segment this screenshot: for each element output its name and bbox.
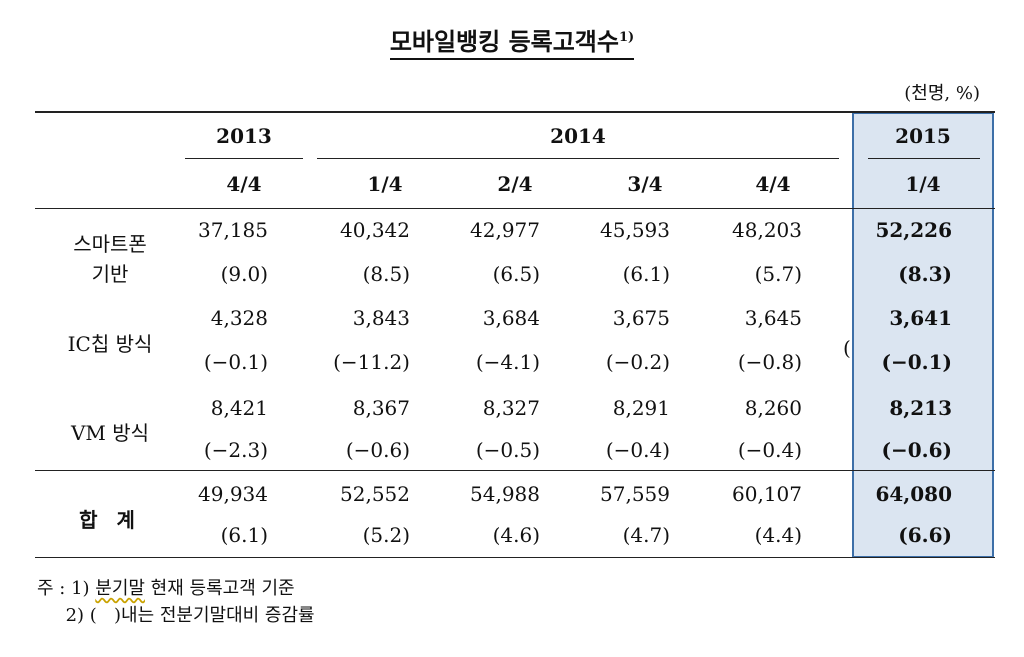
table-cell: (5.2) bbox=[362, 523, 410, 547]
table-cell: 3,641 bbox=[889, 306, 952, 330]
row-label-smartphone-line1: 스마트폰 bbox=[73, 232, 147, 256]
year-2015-underline bbox=[868, 158, 980, 159]
title-footnote-mark: 1) bbox=[618, 30, 635, 45]
total-top-rule bbox=[35, 470, 995, 471]
year-2014: 2014 bbox=[550, 124, 606, 148]
table-cell: 8,213 bbox=[889, 396, 952, 420]
table-cell: 64,080 bbox=[875, 482, 952, 506]
table-cell: 45,593 bbox=[600, 218, 670, 242]
table-cell: 8,291 bbox=[612, 396, 670, 420]
table-cell: (−0.2) bbox=[605, 350, 670, 374]
table-cell: (−0.4) bbox=[737, 438, 802, 462]
footnote-1-prefix: 주 : 1) bbox=[37, 578, 96, 599]
table-cell: (6.6) bbox=[898, 523, 952, 547]
table-cell: (4.7) bbox=[622, 523, 670, 547]
table-cell: 57,559 bbox=[600, 482, 670, 506]
unit-label: (천명, %) bbox=[904, 83, 980, 104]
table-cell: (−0.8) bbox=[737, 350, 802, 374]
title-text: 모바일뱅킹 등록고객수 bbox=[389, 27, 619, 56]
quarter-2014-4: 4/4 bbox=[755, 172, 791, 196]
table-cell: 4,328 bbox=[210, 306, 268, 330]
table-cell: (−0.4) bbox=[605, 438, 670, 462]
year-2014-underline bbox=[317, 158, 839, 159]
table-cell: 8,327 bbox=[482, 396, 540, 420]
quarter-2014-1: 1/4 bbox=[367, 172, 403, 196]
highlight-2015-column bbox=[852, 112, 994, 558]
table-cell: (−2.3) bbox=[203, 438, 268, 462]
table-cell: 52,226 bbox=[875, 218, 952, 242]
table-cell: (8.3) bbox=[898, 262, 952, 286]
table-cell: 3,675 bbox=[612, 306, 670, 330]
table-cell: (−4.1) bbox=[475, 350, 540, 374]
row-label-ic-chip: IC칩 방식 bbox=[67, 332, 153, 356]
footnote-1-rest: 현재 등록고객 기준 bbox=[144, 578, 295, 599]
table-cell: 37,185 bbox=[198, 218, 268, 242]
stray-parenthesis: ( bbox=[843, 336, 851, 360]
row-label-smartphone: 스마트폰 기반 bbox=[35, 229, 185, 289]
quarter-2014-2: 2/4 bbox=[497, 172, 533, 196]
table-cell: (6.1) bbox=[220, 523, 268, 547]
table-cell: (−0.6) bbox=[345, 438, 410, 462]
quarter-2015-1: 1/4 bbox=[905, 172, 941, 196]
table-cell: (6.1) bbox=[622, 262, 670, 286]
table-cell: (6.5) bbox=[492, 262, 540, 286]
footnote-1: 주 : 1) 분기말 현재 등록고객 기준 bbox=[37, 575, 315, 602]
row-label-smartphone-line2: 기반 bbox=[91, 262, 129, 286]
table-bottom-rule bbox=[35, 557, 995, 558]
footnotes: 주 : 1) 분기말 현재 등록고객 기준 2) ( )내는 전분기말대비 증감… bbox=[37, 575, 315, 629]
row-label-total: 합 계 bbox=[79, 508, 141, 532]
table-cell: 8,421 bbox=[210, 396, 268, 420]
table-cell: (4.4) bbox=[754, 523, 802, 547]
footnote-1-term: 분기말 bbox=[95, 578, 145, 599]
year-2013: 2013 bbox=[216, 124, 272, 148]
table-cell: 54,988 bbox=[470, 482, 540, 506]
footnote-2: 2) ( )내는 전분기말대비 증감률 bbox=[37, 605, 315, 626]
table-cell: (−11.2) bbox=[333, 350, 410, 374]
table-cell: (−0.5) bbox=[475, 438, 540, 462]
table-cell: 40,342 bbox=[340, 218, 410, 242]
table-top-rule bbox=[35, 111, 995, 113]
table-cell: 8,260 bbox=[744, 396, 802, 420]
table-cell: 42,977 bbox=[470, 218, 540, 242]
quarter-2014-3: 3/4 bbox=[627, 172, 663, 196]
year-2015: 2015 bbox=[895, 124, 951, 148]
table-title: 모바일뱅킹 등록고객수1) bbox=[0, 22, 1024, 60]
table-cell: 52,552 bbox=[340, 482, 410, 506]
header-bottom-rule bbox=[35, 208, 995, 209]
table-cell: 3,684 bbox=[482, 306, 540, 330]
table-cell: (9.0) bbox=[220, 262, 268, 286]
table-cell: 8,367 bbox=[352, 396, 410, 420]
table-cell: (4.6) bbox=[492, 523, 540, 547]
table-cell: (−0.1) bbox=[881, 350, 952, 374]
table-cell: 48,203 bbox=[732, 218, 802, 242]
table-cell: 49,934 bbox=[198, 482, 268, 506]
table-cell: (5.7) bbox=[754, 262, 802, 286]
table-cell: 3,645 bbox=[744, 306, 802, 330]
table-cell: 60,107 bbox=[732, 482, 802, 506]
table-cell: (−0.1) bbox=[203, 350, 268, 374]
quarter-2013-4: 4/4 bbox=[226, 172, 262, 196]
table-cell: (−0.6) bbox=[881, 438, 952, 462]
table-cell: (8.5) bbox=[362, 262, 410, 286]
year-2013-underline bbox=[185, 158, 303, 159]
table-cell: 3,843 bbox=[352, 306, 410, 330]
row-label-vm: VM 방식 bbox=[70, 421, 150, 445]
